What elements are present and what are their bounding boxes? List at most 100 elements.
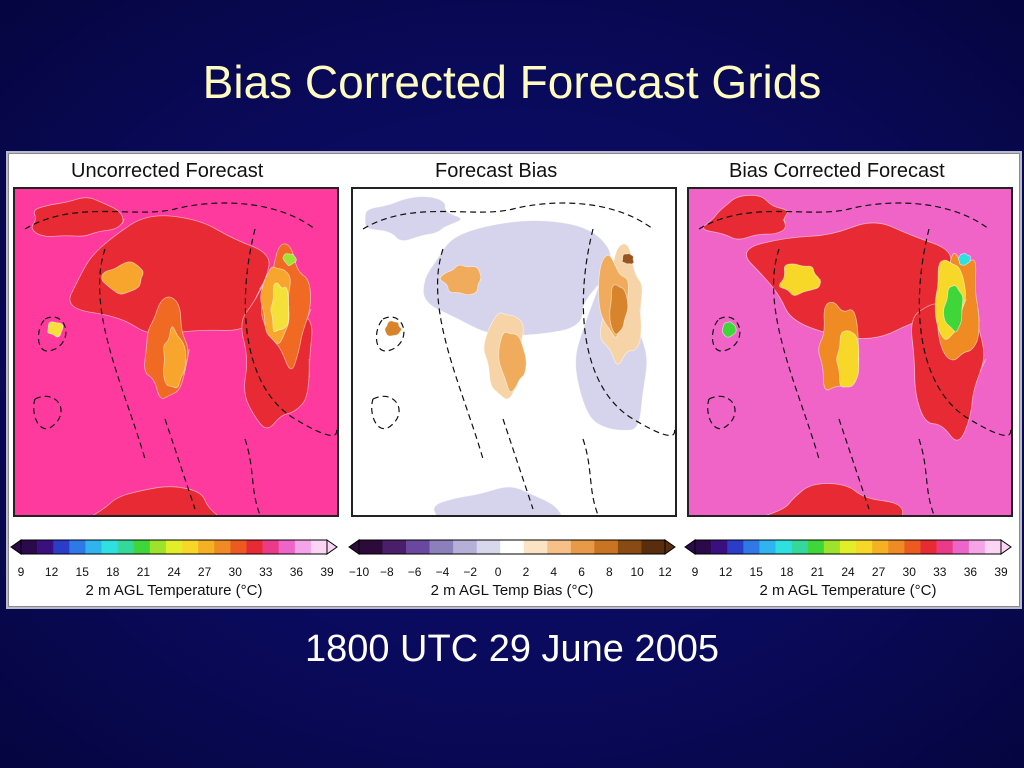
contour-line	[98, 248, 146, 460]
colorbar-tick-label: 9	[18, 565, 25, 579]
contour-line	[918, 228, 1011, 437]
colorbar-swatch	[791, 540, 809, 554]
panel-title-bias-corrected: Bias Corrected Forecast	[729, 160, 945, 182]
colorbar-swatch	[727, 540, 744, 554]
colorbar-swatch	[230, 540, 247, 554]
colorbar-arrow-high	[326, 539, 338, 555]
colorbar-bias: −10 −8 −6 −4 −2 0 2 4 6 8 10 12 2 m AGL Temp Bias (…	[347, 536, 677, 606]
field-region	[384, 320, 403, 337]
contour-line	[838, 418, 870, 510]
colorbar-swatch	[406, 540, 430, 554]
colorbar-swatch	[711, 540, 728, 554]
colorbar-swatch	[617, 540, 642, 554]
colorbar-tick-label: 24	[167, 565, 181, 579]
colorbar-swatch	[936, 540, 953, 554]
field-region	[69, 215, 270, 335]
colorbar-swatch	[69, 540, 86, 554]
colorbar-swatch	[278, 540, 296, 554]
colorbar-swatch	[294, 540, 312, 554]
colorbar-tick-label: −2	[463, 565, 477, 579]
colorbar-swatch	[594, 540, 619, 554]
colorbar-swatch	[695, 540, 712, 554]
colorbar-arrow-low	[10, 539, 22, 555]
contour-line	[164, 418, 196, 510]
contour-line	[502, 418, 534, 510]
colorbar-tick-label: 27	[198, 565, 212, 579]
contour-line	[244, 438, 261, 515]
colorbar-swatch	[523, 540, 548, 554]
field-region	[31, 197, 125, 237]
contour-line	[362, 202, 654, 230]
colorbar-swatch	[382, 540, 407, 554]
field-region	[943, 285, 964, 333]
colorbar-swatch	[570, 540, 595, 554]
contour-line	[707, 395, 736, 430]
field-region	[836, 330, 860, 388]
field-region	[101, 261, 144, 295]
colorbar-tick-label: 15	[76, 565, 90, 579]
field-region	[422, 220, 612, 336]
colorbar-tick-label: 24	[841, 565, 855, 579]
colorbar-swatch	[85, 540, 102, 554]
field-region	[93, 486, 218, 515]
colorbar-tick-label: 6	[578, 565, 585, 579]
colorbar-swatch	[984, 540, 1002, 554]
field-region	[433, 486, 562, 515]
colorbar-swatch	[759, 540, 776, 554]
field-region	[703, 194, 788, 240]
field-region	[746, 222, 952, 339]
colorbar-swatch	[165, 540, 183, 554]
field-region	[957, 252, 971, 266]
colorbar-label-bias: 2 m AGL Temp Bias (°C)	[430, 582, 594, 599]
contour-line	[711, 316, 741, 352]
colorbar-swatch	[839, 540, 857, 554]
colorbar-tick-label: 15	[750, 565, 764, 579]
forecast-date: 1800 UTC 29 June 2005	[304, 628, 720, 670]
colorbar-tick-label: −8	[380, 565, 394, 579]
field-region	[721, 321, 737, 338]
colorbar-swatch	[214, 540, 231, 554]
colorbar-swatch	[21, 540, 38, 554]
field-region	[364, 196, 466, 242]
contour-line	[698, 202, 990, 230]
field-region	[47, 321, 64, 338]
colorbar-swatch	[904, 540, 921, 554]
colorbar-swatch	[743, 540, 760, 554]
colorbar-swatch	[856, 540, 873, 554]
contour-line	[371, 395, 400, 430]
colorbar-tick-label: 39	[320, 565, 334, 579]
colorbar-swatch	[823, 540, 841, 554]
colorbar-tick-label: 12	[719, 565, 733, 579]
colorbar-swatch	[359, 540, 383, 554]
colorbar-tick-label: −10	[349, 565, 370, 579]
contour-line	[375, 316, 405, 352]
map-uncorrected	[13, 187, 339, 517]
panel-title-bias: Forecast Bias	[435, 160, 558, 182]
contour-line	[918, 438, 935, 515]
colorbar-label-temperature: 2 m AGL Temperature (°C)	[759, 582, 937, 599]
colorbar-swatch	[968, 540, 986, 554]
slide-title: Bias Corrected Forecast Grids	[202, 56, 822, 108]
field-region	[163, 326, 187, 389]
colorbar-tick-label: 27	[872, 565, 886, 579]
colorbar-tick-label: 33	[933, 565, 947, 579]
colorbar-swatch	[547, 540, 572, 554]
colorbar-swatch	[37, 540, 54, 554]
colorbar-tick-label: 12	[45, 565, 59, 579]
forecast-figure: Uncorrected Forecast 9 12 15 18 21 24 27 30 33 36…	[8, 153, 1020, 607]
colorbar-swatch	[429, 540, 454, 554]
contour-line	[244, 228, 337, 437]
colorbar-tick-label: 18	[780, 565, 794, 579]
colorbar-swatch	[101, 540, 118, 554]
colorbar-swatch	[53, 540, 70, 554]
field-region	[439, 264, 482, 296]
colorbar-swatch	[920, 540, 937, 554]
colorbar-tick-label: 30	[229, 565, 243, 579]
colorbar-swatch	[872, 540, 889, 554]
colorbar-tick-label: 33	[259, 565, 273, 579]
panel-title-uncorrected: Uncorrected Forecast	[71, 160, 264, 182]
colorbar-arrow-low	[348, 539, 360, 555]
colorbar-tick-label: 10	[631, 565, 645, 579]
contour-line	[582, 438, 599, 515]
field-region	[621, 253, 635, 265]
